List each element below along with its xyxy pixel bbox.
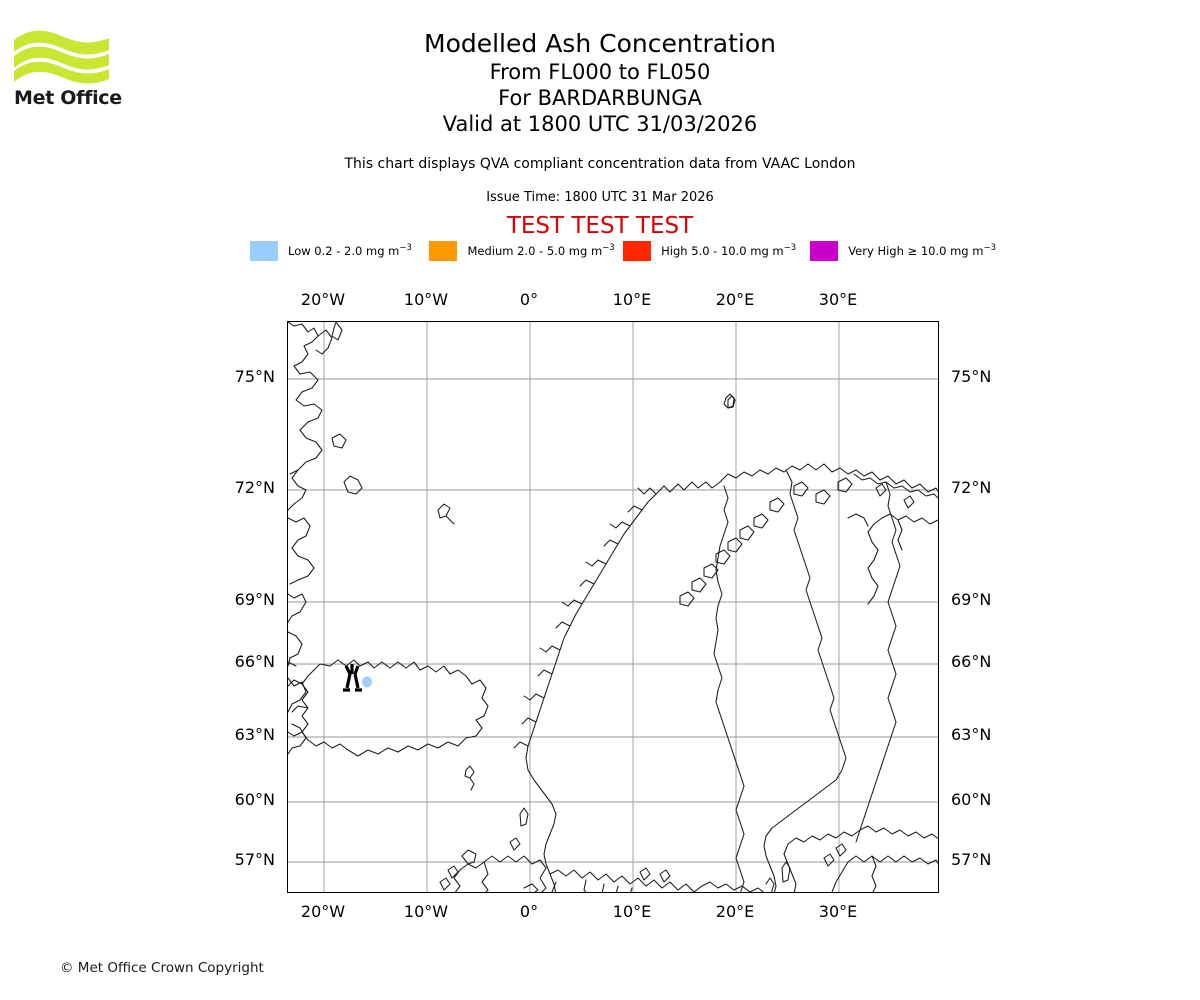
ash-plume-low [362, 676, 372, 688]
volcano-symbol [343, 664, 362, 692]
lon-tick-label: 0° [519, 902, 539, 921]
legend-label-medium: Medium 2.0 - 5.0 mg m−3 [467, 243, 615, 258]
legend-label-low: Low 0.2 - 2.0 mg m−3 [288, 243, 412, 258]
lon-tick-label: 10°E [612, 290, 652, 309]
legend-entry-very-high: Very High ≥ 10.0 mg m−3 [810, 240, 996, 262]
coastlines [288, 322, 938, 892]
legend-label-very-high: Very High ≥ 10.0 mg m−3 [848, 243, 996, 258]
lat-tick-label: 75°N [234, 367, 275, 386]
lat-tick-label: 60°N [951, 790, 992, 809]
met-office-logo: Met Office [14, 28, 124, 113]
lon-tick-label: 20°E [715, 902, 755, 921]
lon-tick-label: 30°E [818, 290, 858, 309]
page-title: Modelled Ash Concentration [424, 29, 776, 58]
volcano-name: For BARDARBUNGA [498, 86, 702, 110]
met-office-logo-text: Met Office [14, 87, 122, 109]
map-graphics [288, 322, 938, 892]
map-frame [287, 321, 939, 893]
lat-tick-label: 60°N [234, 790, 275, 809]
issue-time: Issue Time: 1800 UTC 31 Mar 2026 [486, 190, 714, 205]
lat-tick-label: 57°N [234, 850, 275, 869]
concentration-legend: Low 0.2 - 2.0 mg m−3 Medium 2.0 - 5.0 mg… [250, 240, 996, 262]
copyright-notice: © Met Office Crown Copyright [60, 960, 264, 976]
lat-tick-label: 72°N [951, 478, 992, 497]
lat-tick-label: 63°N [234, 725, 275, 744]
met-office-wave-mark [14, 30, 109, 84]
legend-swatch-low [250, 241, 278, 261]
lon-tick-label: 20°W [300, 902, 346, 921]
legend-label-high: High 5.0 - 10.0 mg m−3 [661, 243, 797, 258]
lat-tick-label: 75°N [951, 367, 992, 386]
valid-time: Valid at 1800 UTC 31/03/2026 [442, 112, 758, 136]
lat-tick-label: 69°N [234, 590, 275, 609]
ash-concentration-map[interactable]: 20°W 10°W 0° 10°E 20°E 30°E 20°W 10°W 0° 10°E 20°… [235, 290, 992, 921]
lat-tick-label: 57°N [951, 850, 992, 869]
lon-tick-label: 10°W [403, 902, 449, 921]
lat-tick-label: 66°N [951, 652, 992, 671]
legend-swatch-very-high [810, 241, 839, 261]
legend-swatch-high [623, 241, 652, 261]
legend-entry-medium: Medium 2.0 - 5.0 mg m−3 [429, 240, 615, 262]
lon-tick-label: 10°W [403, 290, 449, 309]
lon-tick-label: 30°E [818, 902, 858, 921]
legend-swatch-medium [429, 241, 458, 261]
lat-tick-label: 69°N [951, 590, 992, 609]
test-banner: TEST TEST TEST [506, 213, 694, 239]
lat-tick-label: 72°N [234, 478, 275, 497]
legend-entry-low: Low 0.2 - 2.0 mg m−3 [250, 240, 412, 262]
lon-tick-label: 20°W [300, 290, 346, 309]
lon-tick-label: 0° [519, 290, 539, 309]
chart-title-block: Modelled Ash Concentration From FL000 to… [0, 28, 1200, 137]
lat-tick-label: 66°N [234, 652, 275, 671]
flight-level-range: From FL000 to FL050 [489, 60, 711, 84]
lon-tick-label: 20°E [715, 290, 755, 309]
map-gridlines [288, 322, 938, 892]
lon-tick-label: 10°E [612, 902, 652, 921]
chart-note: This chart displays QVA compliant concen… [344, 156, 856, 172]
lat-tick-label: 63°N [951, 725, 992, 744]
legend-entry-high: High 5.0 - 10.0 mg m−3 [623, 240, 796, 262]
